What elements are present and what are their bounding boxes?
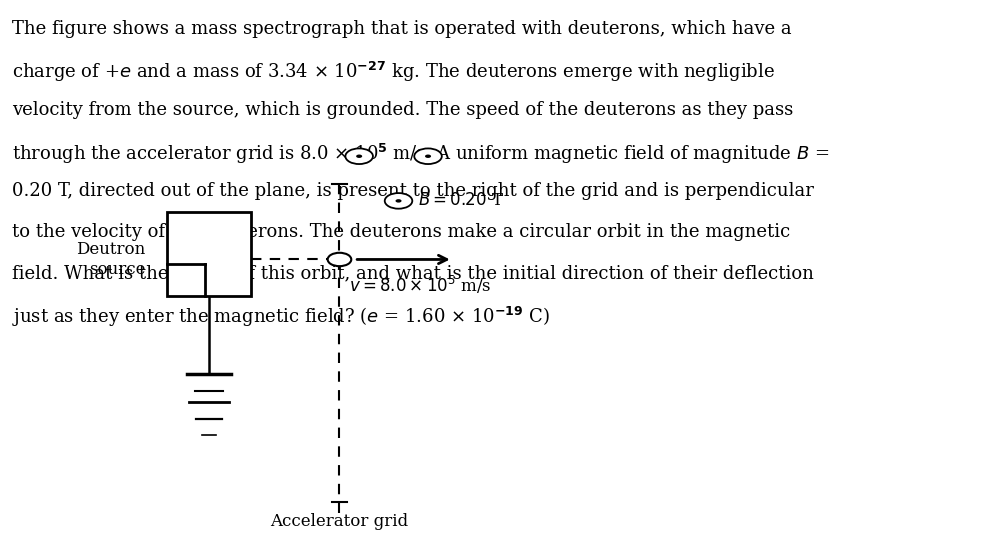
Text: Deutron
source: Deutron source (77, 241, 146, 278)
Circle shape (328, 253, 351, 266)
Text: velocity from the source, which is grounded. The speed of the deuterons as they : velocity from the source, which is groun… (12, 101, 793, 119)
Text: $B = 0.20$ T: $B = 0.20$ T (418, 193, 505, 209)
FancyBboxPatch shape (167, 212, 251, 296)
Text: just as they enter the magnetic field? ($e$ = 1.60 $\times$ 10$^{\mathbf{-19}}$ : just as they enter the magnetic field? (… (12, 305, 550, 329)
Text: $v = 8.0 \times 10^5$ m/s: $v = 8.0 \times 10^5$ m/s (349, 273, 492, 296)
Text: Accelerator grid: Accelerator grid (271, 513, 408, 530)
Circle shape (425, 155, 431, 158)
Text: charge of +$e$ and a mass of 3.34 $\times$ 10$^{\mathbf{-27}}$ kg. The deuterons: charge of +$e$ and a mass of 3.34 $\time… (12, 60, 774, 84)
Text: field. What is the radius of this orbit, and what is the initial direction of th: field. What is the radius of this orbit,… (12, 264, 814, 282)
Text: through the accelerator grid is 8.0 $\times$ 10$^{\mathbf{5}}$ m/s. A uniform ma: through the accelerator grid is 8.0 $\ti… (12, 142, 830, 166)
Circle shape (414, 148, 442, 164)
Text: to the velocity of the deuterons. The deuterons make a circular orbit in the mag: to the velocity of the deuterons. The de… (12, 223, 790, 241)
Text: 0.20 T, directed out of the plane, is present to the right of the grid and is pe: 0.20 T, directed out of the plane, is pr… (12, 182, 814, 200)
Circle shape (396, 199, 401, 203)
Circle shape (345, 148, 373, 164)
Circle shape (385, 193, 412, 209)
Circle shape (356, 155, 362, 158)
Text: The figure shows a mass spectrograph that is operated with deuterons, which have: The figure shows a mass spectrograph tha… (12, 20, 791, 37)
